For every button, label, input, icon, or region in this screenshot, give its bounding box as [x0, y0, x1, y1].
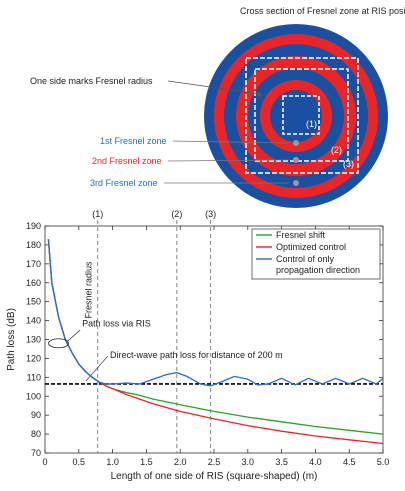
legend-label-1: Fresnel shift: [276, 230, 326, 240]
x-tick-label: 5.0: [377, 457, 390, 467]
fresnel-diagram: Cross section of Fresnel zone at RIS pos…: [30, 6, 405, 208]
y-tick-label: 70: [31, 448, 41, 458]
x-tick-label: 3.5: [275, 457, 288, 467]
zone-dot-1: [293, 140, 299, 146]
vertical-marker-label-3: (3): [205, 209, 216, 219]
y-tick-label: 190: [26, 221, 41, 231]
one-side-label: One side marks Fresnel radius: [30, 76, 153, 86]
legend-label-3: Control of only propagation direction: [276, 254, 360, 275]
one-side-arrow-head: [257, 91, 264, 97]
reference-line-label: Direct-wave path loss for distance of 20…: [110, 350, 283, 360]
ris-path-loss-leader: [67, 329, 81, 342]
x-tick-label: 0: [42, 457, 47, 467]
y-tick-label: 150: [26, 297, 41, 307]
x-axis-title: Length of one side of RIS (square-shaped…: [111, 471, 318, 482]
ris-path-loss-annotation: Path loss via RIS: [82, 318, 151, 328]
diagram-title: Cross section of Fresnel zone at RIS pos…: [240, 6, 405, 16]
x-tick-label: 4.5: [343, 457, 356, 467]
y-tick-label: 90: [31, 410, 41, 420]
zone-label-2: 2nd Fresnel zone: [92, 156, 162, 166]
y-tick-label: 120: [26, 353, 41, 363]
zone-label-1: 1st Fresnel zone: [100, 136, 167, 146]
series-line-3: [47, 239, 384, 387]
ris-path-loss-ellipse: [48, 338, 69, 349]
legend-label-2: Optimized control: [276, 242, 346, 252]
x-tick-label: 0.5: [73, 457, 86, 467]
x-tick-label: 2.5: [208, 457, 221, 467]
square-label-1: (1): [306, 119, 317, 129]
y-tick-label: 170: [26, 259, 41, 269]
y-tick-label: 110: [27, 372, 41, 382]
reference-label-leader: [85, 355, 109, 382]
ris-square-2: [254, 68, 349, 162]
legend-box: [251, 228, 381, 280]
ris-square-1: [282, 95, 320, 135]
x-tick-label: 2.0: [174, 457, 187, 467]
zone-label-3: 3rd Fresnel zone: [90, 178, 158, 188]
zone-dot-3: [293, 180, 299, 186]
y-tick-label: 80: [31, 429, 41, 439]
fresnel-radius-annotation: Fresnel radius: [84, 261, 94, 319]
y-tick-label: 130: [26, 335, 41, 345]
zone-arrow-1: [172, 140, 290, 144]
y-tick-label: 100: [26, 391, 41, 401]
vertical-marker-label-2: (2): [171, 209, 182, 219]
x-tick-label: 1.0: [106, 457, 119, 467]
ris-square-3: [245, 57, 359, 174]
path-loss-chart: 0 0.5 1.0 1.5 2.0 2.5 3.0 3.5 4.0 4.5 5.0 70 80 90 100…: [6, 209, 389, 482]
vertical-marker-label-1: (1): [92, 209, 103, 219]
y-tick-label: 160: [26, 278, 41, 288]
y-tick-label: 140: [26, 316, 41, 326]
one-side-arrow-line: [167, 80, 261, 95]
y-axis-title: Path loss (dB): [6, 308, 17, 371]
x-tick-label: 3.0: [242, 457, 255, 467]
square-label-2: (2): [331, 145, 342, 155]
x-tick-label: 1.5: [140, 457, 153, 467]
zone-arrow-2: [167, 159, 290, 162]
zone-dot-2: [293, 157, 299, 163]
square-label-3: (3): [343, 159, 354, 169]
y-tick-label: 180: [26, 240, 41, 250]
x-tick-label: 4.0: [309, 457, 322, 467]
